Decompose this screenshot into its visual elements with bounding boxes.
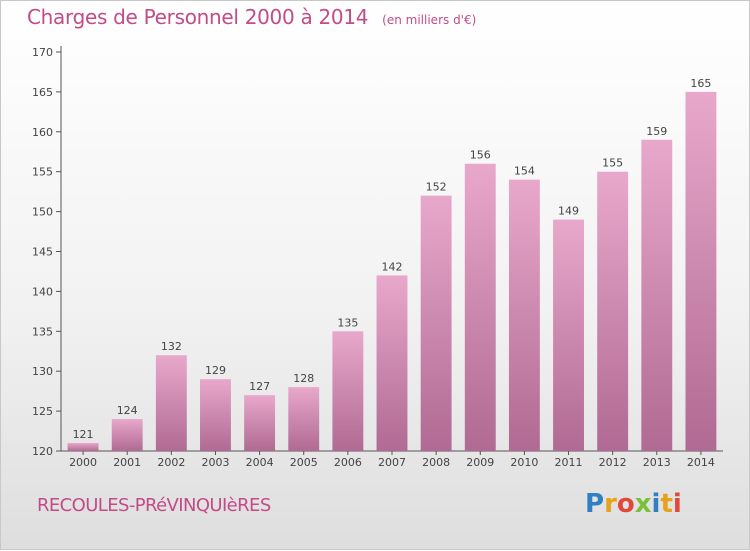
y-tick-label: 135 [32,325,53,338]
bar [67,443,99,451]
x-tick-label: 2004 [246,456,274,469]
bar [155,355,187,451]
x-tick-label: 2001 [113,456,141,469]
logo-letter: P [585,489,605,519]
bar [597,171,629,451]
bar-value-label: 129 [205,364,226,377]
proxiti-logo: Proxiti [585,489,682,519]
location-name: RECOULES-PRéVINQUIèRES [37,495,271,516]
chart-title: Charges de Personnel 2000 à 2014 (en mill… [27,5,476,29]
x-tick-label: 2014 [687,456,715,469]
bar-value-label: 155 [602,157,623,170]
y-tick-label: 140 [32,285,53,298]
bar-value-label: 154 [514,165,535,178]
bar [200,379,231,451]
bar [420,195,452,451]
y-tick-label: 155 [32,166,53,179]
x-tick-label: 2012 [599,456,627,469]
bar [508,179,540,451]
logo-letter: o [616,489,635,519]
x-tick-label: 2005 [290,456,318,469]
x-tick-label: 2000 [69,456,97,469]
bar-value-label: 127 [249,380,270,393]
bar-value-label: 149 [558,205,579,218]
bar [244,395,276,451]
logo-letter: r [604,489,617,519]
bar-value-label: 128 [293,372,314,385]
x-tick-label: 2006 [334,456,362,469]
chart-subtitle: (en milliers d'€) [382,13,477,27]
bar-value-label: 165 [690,77,711,90]
x-tick-label: 2007 [378,456,406,469]
x-tick-label: 2002 [157,456,185,469]
logo-letter: x [634,489,652,519]
x-tick-label: 2009 [466,456,494,469]
x-tick-label: 2003 [201,456,229,469]
y-tick-label: 150 [32,206,53,219]
x-tick-label: 2011 [555,456,583,469]
bar-value-label: 142 [382,260,403,273]
bar-value-label: 132 [161,340,182,353]
x-tick-label: 2013 [643,456,671,469]
bar [641,139,673,451]
bar-value-label: 152 [426,181,447,194]
chart-title-text: Charges de Personnel 2000 à 2014 [27,5,369,29]
y-tick-label: 125 [32,405,53,418]
x-tick-label: 2008 [422,456,450,469]
bar-value-label: 121 [73,428,94,441]
y-tick-label: 120 [32,445,53,458]
x-tick-label: 2010 [510,456,538,469]
bar [288,387,320,451]
bar-value-label: 156 [470,149,491,162]
bar-value-label: 135 [337,316,358,329]
bar [376,275,408,451]
logo-letter: i [651,489,661,519]
y-tick-label: 160 [32,126,53,139]
y-tick-label: 165 [32,86,53,99]
logo-letter: t [660,489,673,519]
bar [332,331,364,451]
y-tick-label: 130 [32,365,53,378]
bar-value-label: 159 [646,125,667,138]
logo-letter: i [672,489,682,519]
bar [464,163,496,451]
bar-value-label: 124 [117,404,138,417]
bar [685,91,717,452]
bar [553,219,584,451]
y-tick-label: 145 [32,246,53,259]
y-tick-label: 170 [32,46,53,59]
bar [111,419,143,451]
